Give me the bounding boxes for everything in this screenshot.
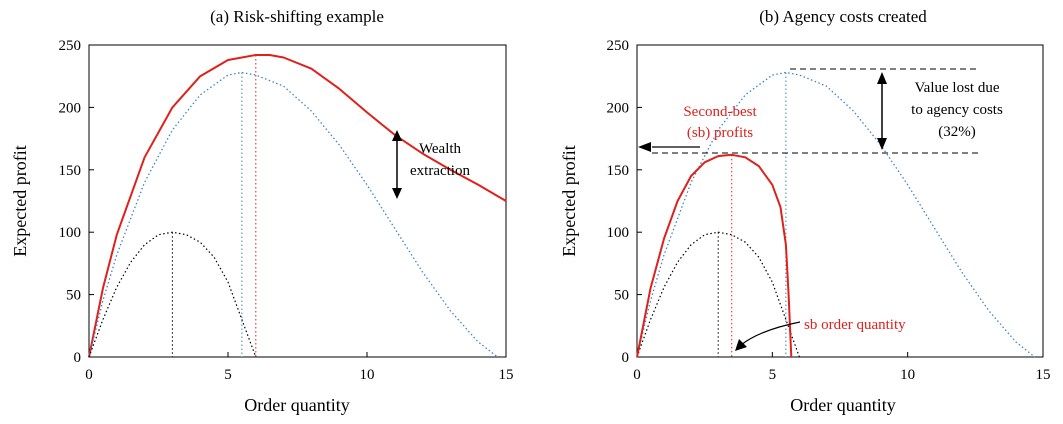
value-lost-arrow-up: [877, 72, 887, 84]
panel-b: (b) Agency costs created 0 5 10 15050100150…: [559, 7, 1051, 415]
panel-a-ytick-label: 100: [59, 225, 82, 241]
panel-b-ytick-label: 50: [614, 288, 629, 304]
panel-a-ytick-label: 150: [59, 163, 82, 179]
wealth-arrow-head-down: [392, 188, 402, 199]
panel-a-ytick-label: 0: [74, 350, 82, 366]
panel-a-series: [88, 54, 507, 358]
sb-order-arrow-head: [735, 339, 747, 351]
panel-a-xtick-label: 0: [85, 367, 93, 383]
value-lost-label-2: to agency costs: [911, 102, 1003, 118]
panel-a-xtick-label: 10: [360, 367, 375, 383]
panel-a-ytick-label: 250: [59, 38, 82, 54]
panel-b-ylabel: Expected profit: [559, 145, 579, 256]
panel-a-ylabel: Expected profit: [10, 145, 30, 256]
panel-b-series-solid-red: [636, 153, 793, 358]
panel-a: (a) Risk-shifting example 0 5 10 1505010015…: [10, 7, 514, 415]
panel-b-ytick-label: 100: [607, 225, 630, 241]
panel-b-frame: [636, 44, 1044, 358]
panel-b-ytick-label: 0: [622, 350, 630, 366]
wealth-label-2: extraction: [410, 163, 470, 179]
panel-a-series-dotted-blue: [88, 71, 499, 358]
panel-b-series: [636, 71, 1036, 358]
panel-b-xtick-label: 5: [769, 367, 777, 383]
sb-order-label: sb order quantity: [804, 317, 906, 333]
panel-b-xtick-label: 10: [900, 367, 915, 383]
panel-b-ytick-label: 200: [607, 100, 630, 116]
sb-profit-arrow-head: [638, 142, 651, 152]
panel-a-frame: [88, 44, 507, 358]
panel-a-ytick-label: 50: [66, 288, 81, 304]
panel-a-xtick-label: 15: [499, 367, 514, 383]
second-best-label-2: (sb) profits: [687, 125, 753, 141]
panel-b-ytick-label: 250: [607, 38, 630, 54]
panel-a-xlabel: Order quantity: [244, 395, 349, 415]
value-lost-label-3: (32%): [938, 124, 976, 140]
panel-a-title: (a) Risk-shifting example: [210, 7, 384, 26]
sb-order-arrow-curve: [740, 321, 801, 346]
value-lost-arrow-down: [877, 138, 887, 150]
wealth-arrow-head-up: [392, 130, 402, 141]
second-best-label-1: Second-best: [683, 104, 757, 120]
panel-a-series-solid-red: [88, 54, 507, 358]
value-lost-label-1: Value lost due: [915, 80, 1000, 96]
wealth-label-1: Wealth: [419, 141, 462, 157]
panel-b-ytick-label: 150: [607, 163, 630, 179]
panel-b-xtick-label: 0: [633, 367, 641, 383]
panel-b-xlabel: Order quantity: [790, 395, 895, 415]
panel-b-title: (b) Agency costs created: [759, 7, 927, 26]
panel-b-xtick-label: 15: [1036, 367, 1051, 383]
panel-a-ytick-label: 200: [59, 100, 82, 116]
panel-a-xtick-label: 5: [224, 367, 232, 383]
panel-a-series-dotted-black: [88, 231, 257, 358]
